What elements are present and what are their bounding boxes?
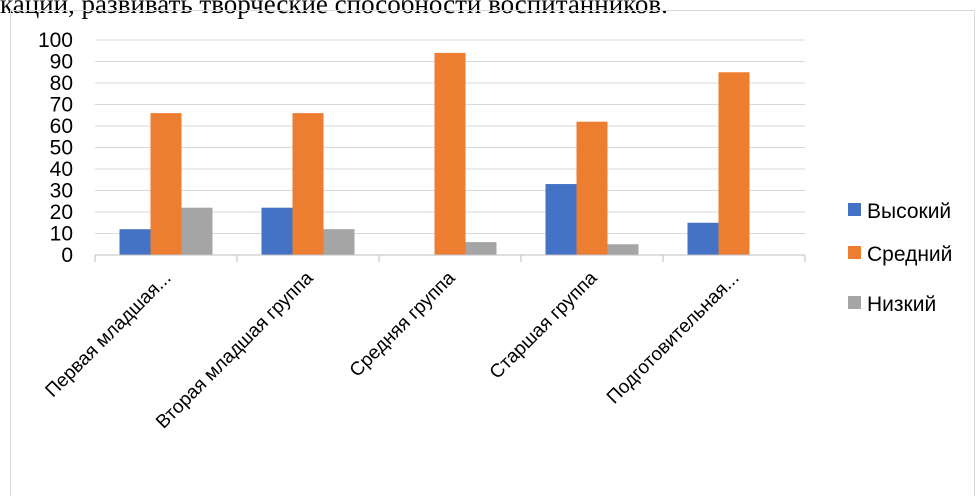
y-tick-label: 20	[50, 201, 73, 224]
x-tick-label: Подготовительная...	[603, 268, 744, 409]
y-tick-label: 70	[50, 94, 73, 117]
document-text-line: кации, развивать творческие способности …	[0, 0, 668, 19]
bar-low	[323, 229, 355, 255]
bar-high	[545, 184, 577, 255]
x-tick-label: Старшая группа	[486, 267, 602, 383]
legend-swatch	[848, 296, 861, 309]
chart-frame	[10, 10, 975, 496]
bars	[119, 52, 750, 256]
bar-medium	[718, 72, 750, 255]
x-tick-label: Первая младшая...	[42, 268, 176, 402]
bar-medium	[434, 52, 466, 256]
bar-low	[607, 244, 639, 255]
y-tick-label: 90	[50, 51, 73, 74]
y-tick-label: 0	[61, 244, 73, 267]
x-tick-label: Вторая младшая группа	[152, 267, 318, 433]
legend-label: Высокий	[867, 200, 951, 223]
legend: Высокий Средний Низкий	[848, 200, 952, 316]
bar-high	[261, 207, 293, 255]
y-tick-label: 50	[50, 137, 73, 160]
y-tick-label: 30	[50, 180, 73, 203]
legend-swatch	[848, 203, 861, 216]
bar-low	[181, 207, 213, 255]
bar-medium	[576, 121, 608, 255]
legend-label: Низкий	[867, 293, 936, 316]
bar-medium	[292, 113, 324, 255]
bar-high	[119, 229, 151, 255]
x-tick-label: Средняя группа	[346, 267, 460, 381]
bar-high	[687, 222, 719, 255]
y-tick-label: 40	[50, 158, 73, 181]
y-tick-label: 60	[50, 115, 73, 138]
legend-swatch	[848, 246, 861, 259]
bar-medium	[150, 113, 182, 255]
y-tick-label: 10	[50, 223, 73, 246]
legend-label: Средний	[867, 243, 952, 266]
y-tick-label: 100	[38, 29, 73, 52]
y-tick-label: 80	[50, 72, 73, 95]
bar-low	[465, 242, 497, 255]
